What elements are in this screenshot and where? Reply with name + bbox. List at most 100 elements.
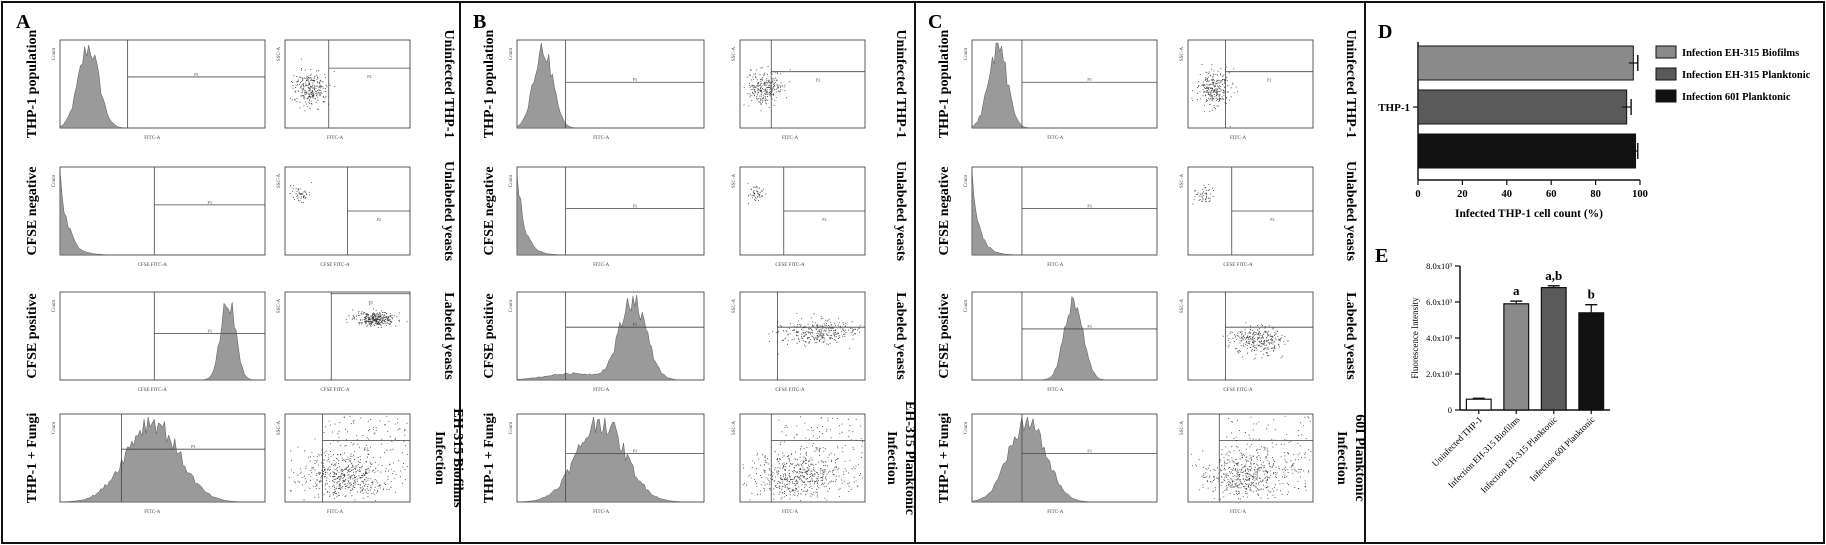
y-tick-label: 0	[1448, 405, 1452, 415]
row-label: THP-1 population	[482, 30, 497, 139]
row-label: CFSE negative	[25, 166, 40, 255]
condition-label: EH-315 Biofilms	[450, 408, 465, 508]
condition-label: Infection	[432, 431, 447, 485]
histogram-ylabel: Count	[509, 47, 514, 60]
gate-label: P2	[816, 78, 820, 83]
legend-entry: Infection 60I Planktonic	[1682, 92, 1791, 103]
condition-label: Uninfected THP-1	[1343, 29, 1358, 138]
y-tick-label: 2.0x10³	[1426, 369, 1452, 379]
histogram-ylabel: Count	[52, 421, 57, 434]
scatter-xlabel: CFSE FITC-A	[1223, 388, 1253, 393]
gate-label: P2	[367, 74, 371, 79]
panel-letter: C	[928, 11, 942, 33]
scatter-xlabel: CFSE FITC-A	[775, 263, 805, 268]
x-axis-title: Infected THP-1 cell count (%)	[1455, 208, 1603, 220]
histogram-xlabel: CFSE FITC-A	[138, 263, 168, 268]
scatter-points	[743, 66, 791, 112]
scatter-points	[1190, 415, 1312, 500]
histogram-area	[59, 416, 266, 503]
scatter-frame	[284, 413, 411, 503]
histogram-xlabel: FITC-A	[593, 388, 610, 393]
histogram-area	[516, 173, 704, 256]
condition-label: 60I Planktonic	[1352, 414, 1367, 502]
y-tick-label: 8.0x10³	[1426, 261, 1452, 271]
panel-letter: E	[1375, 245, 1388, 267]
histogram-area	[971, 416, 1157, 503]
histogram-xlabel: FITC-A	[593, 510, 610, 515]
row-label: THP-1 population	[25, 30, 40, 139]
gate-label: P3	[208, 328, 212, 333]
scatter-frame	[284, 291, 411, 381]
x-tick-label: 20	[1457, 189, 1468, 200]
scatter-points	[289, 182, 313, 203]
histogram-xlabel: FITC-A	[144, 136, 161, 141]
scatter-ylabel: SSC-A	[277, 47, 282, 62]
histogram-ylabel: Count	[964, 47, 969, 60]
gate-label: P2	[369, 300, 373, 305]
condition-label: Uninfected THP-1	[441, 29, 456, 138]
gate-label: P3	[208, 200, 212, 205]
scatter-points	[289, 58, 336, 112]
panel-letter: D	[1378, 21, 1392, 43]
scatter-ylabel: SSC-A	[1180, 47, 1185, 62]
scatter-frame	[1187, 39, 1314, 129]
row-label: THP-1 + Fungi	[25, 413, 40, 504]
x-tick-label: 40	[1502, 189, 1513, 200]
histogram-area	[516, 416, 705, 503]
histogram-xlabel: FITC-A	[144, 510, 161, 515]
scatter-ylabel: SSC-A	[732, 47, 737, 62]
scatter-ylabel: SSC-A	[732, 421, 737, 436]
histogram-area	[971, 169, 1157, 256]
gate-label: P2	[1267, 78, 1271, 83]
condition-label: EH-315 Planktonic	[902, 401, 917, 515]
gate-label: P2	[1270, 217, 1274, 222]
histogram-xlabel: FITC-A	[1047, 263, 1064, 268]
gate-label: P2	[1267, 333, 1271, 338]
scatter-ylabel: SSC-A	[732, 174, 737, 189]
scatter-xlabel: FITC-A	[327, 136, 344, 141]
histogram-ylabel: Count	[964, 299, 969, 312]
scatter-ylabel: SSC-A	[1180, 299, 1185, 314]
scatter-ylabel: SSC-A	[732, 299, 737, 314]
condition-label: Labeled yeasts	[1343, 292, 1358, 380]
y-tick-label: 4.0x10³	[1426, 333, 1452, 343]
gate-label: P3	[633, 449, 637, 454]
gate-label: P2	[364, 446, 368, 451]
histogram-xlabel: FITC-A	[1047, 388, 1064, 393]
scatter-ylabel: SSC-A	[277, 174, 282, 189]
significance-label: b	[1588, 287, 1595, 302]
histogram-ylabel: Count	[964, 421, 969, 434]
histogram-xlabel: CFSE FITC-A	[138, 388, 168, 393]
scatter-xlabel: FITC-A	[327, 510, 344, 515]
scatter-points	[288, 415, 408, 502]
histogram-area	[972, 295, 1157, 381]
scatter-xlabel: FITC-A	[782, 136, 799, 141]
panel-letter: B	[473, 11, 486, 33]
condition-label: Unlabeled yeasts	[893, 161, 908, 262]
histogram-xlabel: FITC-A	[593, 263, 610, 268]
gate-label: P3	[1087, 77, 1091, 82]
histogram-area	[60, 302, 266, 381]
y-axis-title: Fluorescence Intensity	[1410, 297, 1420, 379]
scatter-xlabel: CFSE FITC-A	[320, 388, 350, 393]
scatter-xlabel: CFSE FITC-A	[1223, 263, 1253, 268]
row-label: CFSE positive	[25, 293, 40, 378]
x-tick-label: 60	[1546, 189, 1557, 200]
scatter-points	[1192, 184, 1214, 205]
scatter-points	[747, 182, 767, 204]
bar	[1540, 287, 1567, 411]
scatter-ylabel: SSC-A	[1180, 174, 1185, 189]
bar	[1417, 89, 1628, 125]
panel-letter: A	[16, 11, 31, 33]
histogram-xlabel: FITC-A	[593, 136, 610, 141]
legend-swatch	[1655, 67, 1677, 81]
histogram-xlabel: FITC-A	[1047, 510, 1064, 515]
condition-label: Unlabeled yeasts	[441, 161, 456, 262]
condition-label: Labeled yeasts	[893, 292, 908, 380]
gate-label: P3	[1087, 203, 1091, 208]
chart-panel-E: E 0 2.0x10³ 4.0x10³ 6.0x10³ 8.0x10³ Fluorescen…	[1375, 245, 1610, 495]
legend-entry: Infection EH-315 Biofilms	[1682, 48, 1799, 59]
chart-panel-D: D Infection EH-315 Biofilms Infection EH-3…	[1378, 21, 1811, 220]
